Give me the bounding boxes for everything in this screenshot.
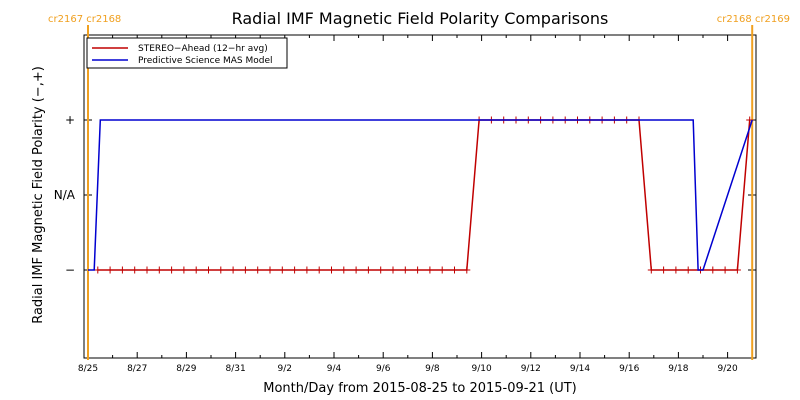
stereo-data-point (205, 266, 212, 274)
x-tick-label: 9/16 (619, 364, 639, 374)
stereo-data-point (229, 266, 237, 274)
carrington-label-right: cr2168 cr2169 (717, 14, 790, 25)
legend-entry-model: Predictive Science MAS Model (138, 56, 273, 66)
y-tick-label: − (65, 263, 75, 277)
stereo-data-point (721, 266, 729, 274)
stereo-data-point (438, 266, 446, 274)
legend-box (86, 37, 288, 69)
x-tick-label: 9/4 (327, 364, 342, 374)
stereo-data-point (266, 266, 274, 274)
carrington-lines (87, 25, 754, 360)
x-tick-label: 9/12 (521, 364, 541, 374)
stereo-data-point (684, 266, 692, 274)
x-tick-label: 9/14 (570, 364, 590, 374)
stereo-data-point (106, 266, 114, 274)
x-tick-label: 9/18 (668, 364, 688, 374)
stereo-data-point (672, 266, 680, 274)
stereo-data-point (155, 266, 163, 274)
x-tick-label: 8/25 (78, 364, 98, 374)
stereo-data-point (377, 266, 385, 274)
x-tick-label: 9/6 (376, 364, 391, 374)
stereo-data-point (709, 266, 717, 274)
stereo-data-point (180, 266, 188, 274)
stereo-data-point (426, 266, 434, 274)
x-tick-label: 9/10 (471, 364, 491, 374)
stereo-data-point (168, 266, 176, 274)
stereo-data-point (352, 266, 360, 274)
stereo-data-point (217, 266, 225, 274)
y-axis: − N/A + (54, 113, 756, 277)
stereo-data-point (291, 266, 299, 274)
stereo-data-point (364, 266, 372, 274)
x-tick-label: 8/27 (127, 364, 147, 374)
y-tick-label: N/A (54, 188, 76, 202)
x-tick-label: 9/2 (278, 364, 292, 374)
carrington-label-left: cr2167 cr2168 (48, 14, 121, 25)
y-tick-label: + (65, 113, 75, 127)
stereo-data-point (131, 266, 139, 274)
plot-frame (83, 34, 757, 359)
stereo-data-point (143, 266, 151, 274)
legend-entry-stereo: STEREO−Ahead (12−hr avg) (138, 44, 268, 54)
chart-title: Radial IMF Magnetic Field Polarity Compa… (232, 9, 609, 28)
stereo-data-point (328, 266, 335, 274)
stereo-data-point (192, 266, 200, 274)
stereo-data-point (389, 266, 397, 274)
series-layer (88, 116, 754, 274)
x-tick-label: 8/29 (176, 364, 196, 374)
stereo-data-point (241, 266, 249, 274)
x-tick-label: 9/20 (717, 364, 737, 374)
x-axis: 8/25 8/27 8/29 8/31 9/2 9/4 9/6 9/8 9/10 9/12 9/14… (78, 35, 753, 374)
stereo-data-point (278, 266, 286, 274)
stereo-series-line (97, 119, 751, 271)
stereo-data-point (303, 266, 311, 274)
legend: STEREO−Ahead (12−hr avg) Predictive Scie… (86, 37, 288, 69)
stereo-data-point (647, 266, 655, 274)
stereo-data-point (733, 266, 741, 274)
stereo-data-point (94, 266, 102, 274)
stereo-data-point (315, 266, 323, 274)
stereo-data-point (340, 266, 348, 274)
x-tick-label: 9/8 (425, 364, 440, 374)
x-tick-label: 8/31 (225, 364, 245, 374)
stereo-data-point (401, 266, 409, 274)
stereo-data-point (451, 266, 458, 274)
stereo-data-point (414, 266, 422, 274)
stereo-data-point (118, 266, 126, 274)
model-series-line (88, 119, 753, 271)
y-axis-label: Radial IMF Magnetic Field Polarity (−,+) (31, 66, 46, 324)
stereo-data-point (660, 266, 668, 274)
stereo-data-point (463, 266, 471, 274)
stereo-data-point (254, 266, 262, 274)
x-axis-label: Month/Day from 2015-08-25 to 2015-09-21 … (263, 381, 576, 396)
